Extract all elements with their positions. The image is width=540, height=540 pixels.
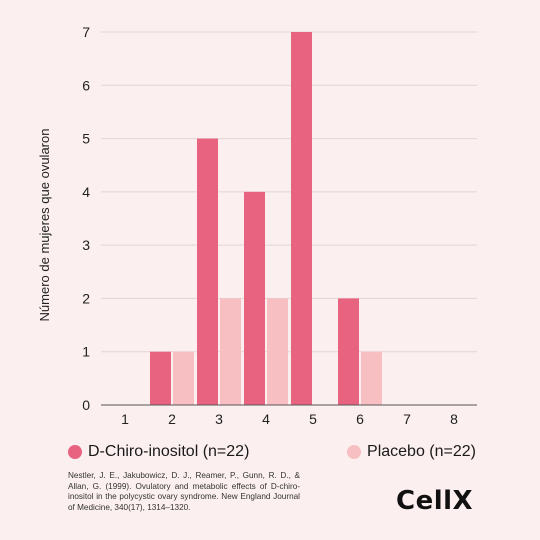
legend-item-dci: D-Chiro-inositol (n=22) xyxy=(68,443,249,461)
y-tick-label: 4 xyxy=(82,184,90,200)
y-tick-label: 5 xyxy=(82,131,90,147)
y-axis-label: Número de mujeres que ovularon xyxy=(37,129,52,322)
x-tick-label: 8 xyxy=(450,411,458,427)
bar-dci xyxy=(291,32,312,405)
bar-placebo xyxy=(173,351,194,405)
grid-lines xyxy=(101,31,477,406)
x-tick-label: 7 xyxy=(403,411,411,427)
x-tick-label: 1 xyxy=(121,411,129,427)
bar-dci xyxy=(150,351,171,405)
x-tick-label: 2 xyxy=(168,411,176,427)
legend-label-placebo: Placebo (n=22) xyxy=(367,443,476,460)
bar-placebo xyxy=(361,351,382,405)
y-tick-label: 2 xyxy=(82,290,90,306)
bar-dci xyxy=(338,298,359,405)
bar-dci xyxy=(244,191,265,405)
axes: 0 1 2 3 4 5 6 7 1 2 3 4 5 6 7 8 xyxy=(82,24,477,427)
x-tick-label: 5 xyxy=(309,411,317,427)
citation: Nestler, J. E., Jakubowicz, D. J., Reame… xyxy=(68,471,300,512)
bar-placebo xyxy=(220,298,241,405)
legend-swatch-placebo xyxy=(347,445,362,459)
legend-label-dci: D-Chiro-inositol (n=22) xyxy=(88,443,250,460)
y-tick-label: 7 xyxy=(82,24,90,40)
legend: D-Chiro-inositol (n=22) Placebo (n=22) xyxy=(68,443,476,461)
x-tick-label: 6 xyxy=(356,411,364,427)
y-tick-label: 6 xyxy=(82,77,90,93)
bar-placebo xyxy=(267,298,288,405)
y-tick-label: 1 xyxy=(82,344,90,360)
y-tick-label: 3 xyxy=(82,237,90,253)
bars xyxy=(150,32,382,406)
legend-item-placebo: Placebo (n=22) xyxy=(347,443,476,461)
bar-chart: 0 1 2 3 4 5 6 7 1 2 3 4 5 6 7 8 Número de mujeres que o… xyxy=(37,24,477,427)
bar-dci xyxy=(197,138,218,406)
y-tick-label: 0 xyxy=(82,397,90,413)
cellx-logo: CellX xyxy=(396,486,474,516)
x-tick-label: 3 xyxy=(215,411,223,427)
legend-swatch-dci xyxy=(68,445,82,459)
x-tick-label: 4 xyxy=(262,411,270,427)
